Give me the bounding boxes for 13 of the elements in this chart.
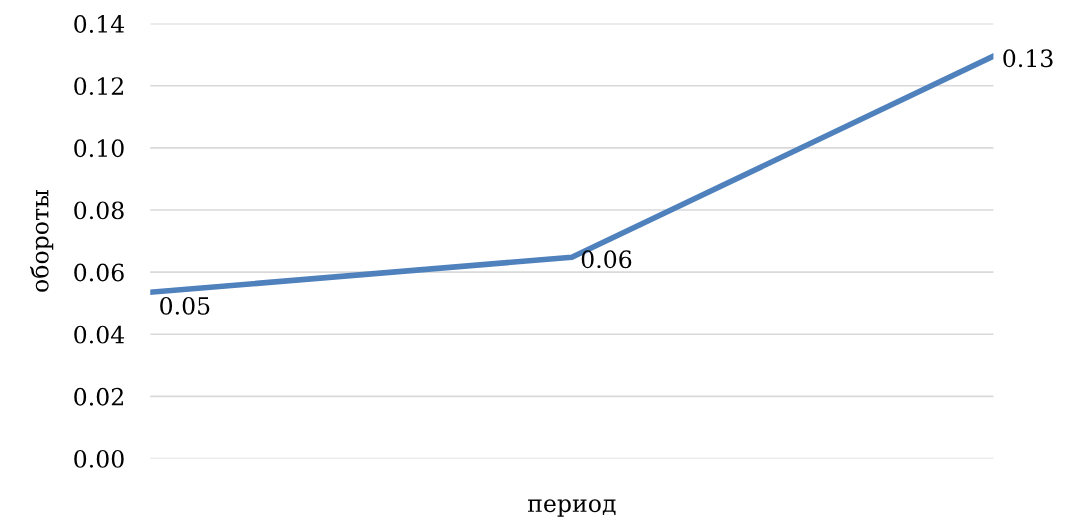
y-tick-label: 0.00 [74, 449, 124, 468]
y-axis-title: обороты [30, 189, 54, 292]
data-label: 0.05 [160, 296, 210, 315]
y-tick-label: 0.12 [74, 77, 123, 96]
y-tick-label: 0.04 [74, 325, 125, 344]
y-tick-label: 0.10 [74, 139, 124, 158]
y-tick-label: 0.14 [74, 15, 125, 33]
x-axis-title: период [528, 499, 616, 517]
y-tick-label: 0.08 [74, 201, 124, 220]
y-tick-label: 0.06 [74, 263, 124, 282]
data-label: 0.06 [581, 250, 632, 269]
y-tick-label: 0.02 [74, 387, 123, 406]
data-label: 0.13 [1003, 49, 1053, 68]
